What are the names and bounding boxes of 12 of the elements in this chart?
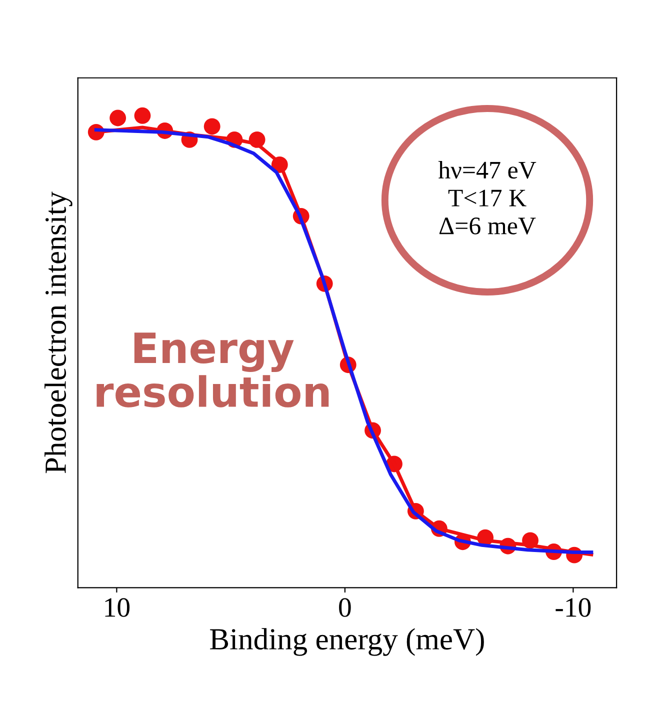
point	[134, 107, 151, 124]
x-axis-title: Binding energy (meV)	[210, 628, 484, 656]
point	[110, 110, 126, 126]
x-tick-label: 0	[339, 598, 351, 617]
x-tick-label: -10	[556, 598, 591, 617]
annotation: Δ=6 meV	[439, 218, 536, 234]
annotation: hν=47 eV	[438, 161, 536, 179]
point	[204, 118, 220, 135]
x-tick-label: 10	[105, 598, 130, 617]
annotation: Energy resolution	[96, 332, 329, 408]
annotation: T<17 K	[448, 190, 526, 206]
y-axis-title: Photoelectron intensity	[44, 192, 72, 474]
